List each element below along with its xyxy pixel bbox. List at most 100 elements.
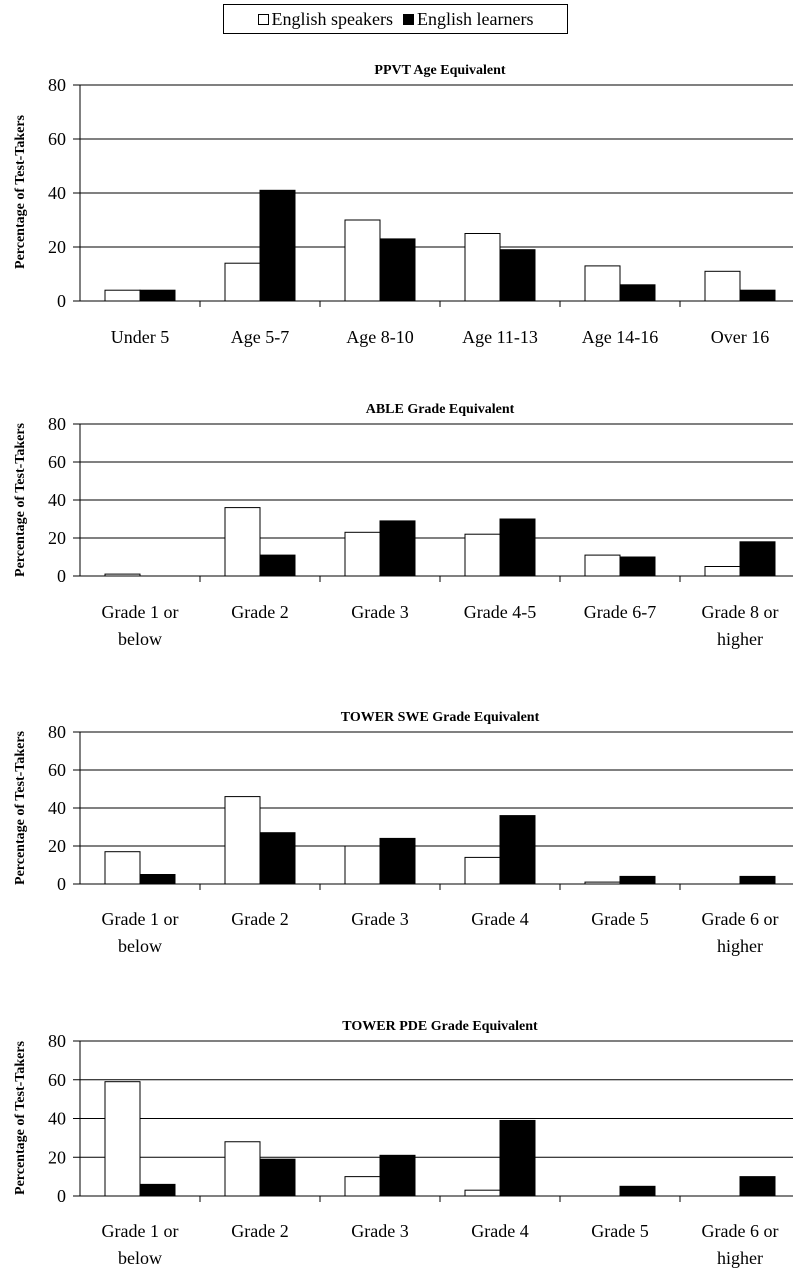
chart-2-bar-english-learners	[379, 520, 416, 577]
chart-3-bar-english-speakers	[464, 856, 501, 885]
chart-1-bar-english-learners	[499, 249, 536, 302]
chart-4-ylabel: Percentage of Test-Takers	[13, 1040, 28, 1195]
chart-3-ytick-label: 0	[57, 874, 66, 894]
chart-1-category-label: Over 16	[711, 327, 769, 347]
chart-3-ytick-label: 40	[48, 798, 66, 818]
chart-2-bar-english-learners	[619, 556, 656, 577]
chart-2-ytick-label: 20	[48, 528, 66, 548]
chart-1-category-label: Age 8-10	[346, 327, 413, 347]
chart-1-category-label: Age 11-13	[462, 327, 538, 347]
chart-1-bar-english-speakers	[104, 289, 141, 302]
chart-1-ytick-label: 80	[48, 75, 66, 95]
chart-3-category-label: Grade 3	[351, 909, 408, 929]
chart-1-category-label: Age 5-7	[231, 327, 289, 347]
chart-1-bar-english-learners	[139, 289, 176, 302]
chart-3-category-label: below	[118, 936, 162, 956]
chart-2-title: ABLE Grade Equivalent	[366, 402, 515, 417]
chart-4-bar-english-learners	[619, 1185, 656, 1197]
chart-3-bar-english-speakers	[224, 796, 261, 885]
chart-2-category-label: Grade 6-7	[584, 602, 656, 622]
chart-1-bar-english-learners	[259, 189, 296, 302]
chart-2-category-label: Grade 8 or	[702, 602, 779, 622]
chart-2-ytick-label: 60	[48, 452, 66, 472]
chart-2-category-label: below	[118, 629, 162, 649]
chart-4-bar-english-speakers	[224, 1141, 261, 1197]
legend-swatch-english-speakers	[257, 13, 269, 25]
chart-2-bar-english-speakers	[344, 531, 381, 577]
chart-2-category-label: Grade 4-5	[464, 602, 536, 622]
chart-4-ytick-label: 40	[48, 1109, 66, 1129]
chart-2-bar-english-speakers	[464, 533, 501, 577]
chart-4-ytick-label: 80	[48, 1031, 66, 1051]
chart-2-category-label: higher	[717, 629, 763, 649]
chart-2-bar-english-speakers	[704, 566, 741, 577]
chart-4-category-label: Grade 6 or	[702, 1221, 779, 1241]
chart-3-bar-english-speakers	[344, 845, 381, 885]
chart-1-category-label: Age 14-16	[582, 327, 658, 347]
chart-4-category-label: Grade 2	[231, 1221, 288, 1241]
chart-3-bar-english-learners	[499, 815, 536, 885]
chart-1-ytick-label: 40	[48, 183, 66, 203]
chart-4-category-label: Grade 5	[591, 1221, 648, 1241]
chart-1-ylabel: Percentage of Test-Takers	[13, 114, 28, 269]
chart-3-ytick-label: 20	[48, 836, 66, 856]
legend-swatch-english-learners	[403, 13, 414, 25]
chart-3-category-label: Grade 6 or	[702, 909, 779, 929]
chart-2-bar-english-speakers	[224, 507, 261, 577]
chart-3-category-label: Grade 5	[591, 909, 648, 929]
chart-3-bar-english-speakers	[584, 881, 621, 885]
chart-2-ytick-label: 80	[48, 414, 66, 434]
chart-4-bar-english-speakers	[344, 1176, 381, 1197]
legend-label-english-learners: English learners	[417, 8, 534, 29]
chart-4-category-label: higher	[717, 1248, 763, 1268]
chart-3-bar-english-learners	[739, 875, 776, 885]
chart-3-category-label: Grade 4	[471, 909, 528, 929]
chart-1-ytick-label: 20	[48, 237, 66, 257]
chart-4-bar-english-learners	[139, 1183, 176, 1197]
chart-4-title: TOWER PDE Grade Equivalent	[342, 1019, 538, 1034]
chart-4-bar-english-learners	[739, 1176, 776, 1197]
chart-4-category-label: Grade 1 or	[102, 1221, 179, 1241]
chart-4-bar-english-speakers	[104, 1081, 141, 1197]
chart-3-ytick-label: 80	[48, 722, 66, 742]
chart-3-category-label: Grade 2	[231, 909, 288, 929]
chart-1-bar-english-learners	[619, 284, 656, 302]
chart-1-bar-english-learners	[739, 289, 776, 302]
legend-label-english-speakers: English speakers	[271, 8, 393, 29]
chart-4-bar-english-learners	[499, 1119, 536, 1197]
chart-3-bar-english-learners	[139, 874, 176, 885]
chart-4-category-label: Grade 4	[471, 1221, 528, 1241]
chart-4-ytick-label: 0	[57, 1186, 66, 1206]
chart-4-bar-english-learners	[379, 1154, 416, 1197]
chart-4-bar-english-speakers	[464, 1189, 501, 1197]
chart-2-bar-english-speakers	[584, 554, 621, 577]
chart-3-ylabel: Percentage of Test-Takers	[13, 730, 28, 885]
chart-2-ylabel: Percentage of Test-Takers	[13, 422, 28, 577]
chart-3-category-label: higher	[717, 936, 763, 956]
chart-1-bar-english-speakers	[344, 219, 381, 302]
chart-1-bar-english-speakers	[224, 262, 261, 302]
chart-1-bar-english-learners	[379, 238, 416, 302]
chart-3-category-label: Grade 1 or	[102, 909, 179, 929]
chart-3-bar-english-learners	[259, 832, 296, 885]
legend: English speakers English learners	[223, 4, 568, 34]
chart-3-ytick-label: 60	[48, 760, 66, 780]
chart-2-bar-english-learners	[259, 554, 296, 577]
chart-1-title: PPVT Age Equivalent	[374, 63, 506, 78]
chart-2-bar-english-learners	[499, 518, 536, 577]
chart-2-bar-english-learners	[739, 541, 776, 577]
chart-1-bar-english-speakers	[464, 233, 501, 302]
chart-4-category-label: Grade 3	[351, 1221, 408, 1241]
chart-4-ytick-label: 60	[48, 1070, 66, 1090]
chart-2-ytick-label: 0	[57, 566, 66, 586]
chart-1-ytick-label: 60	[48, 129, 66, 149]
chart-2-bar-english-speakers	[104, 573, 141, 577]
chart-1-ytick-label: 0	[57, 291, 66, 311]
chart-4-ytick-label: 20	[48, 1147, 66, 1167]
chart-3-title: TOWER SWE Grade Equivalent	[341, 710, 540, 725]
chart-2-category-label: Grade 3	[351, 602, 408, 622]
chart-2-category-label: Grade 2	[231, 602, 288, 622]
chart-3-bar-english-learners	[619, 875, 656, 885]
chart-1-bar-english-speakers	[584, 265, 621, 302]
